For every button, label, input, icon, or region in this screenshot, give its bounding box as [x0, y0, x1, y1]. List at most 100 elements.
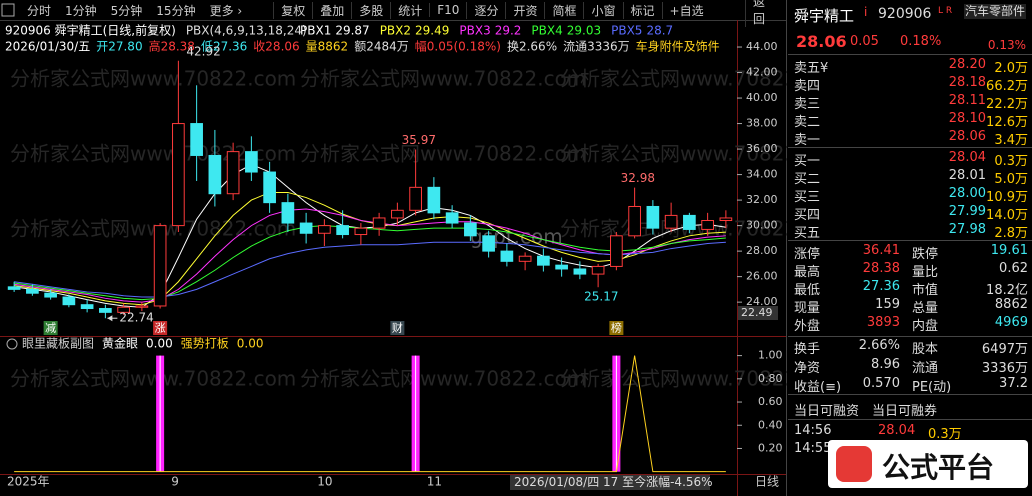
stat-label: 现量: [794, 301, 821, 316]
legend-value: 0.00: [146, 337, 173, 351]
toolbar-button[interactable]: 逐分: [466, 1, 505, 19]
stat-value: 36.41: [862, 243, 900, 258]
ma-line: [14, 225, 726, 301]
toolbar-button[interactable]: 标记: [622, 1, 662, 19]
event-label: 涨: [155, 322, 166, 335]
chart-area: 日线 分析家公式网www.70822.com 分析家公式网www.70822.co…: [0, 0, 787, 496]
book-label: 买二: [794, 172, 821, 187]
toolbar-button[interactable]: 更多 ›: [209, 3, 243, 18]
candle-body: [336, 225, 349, 236]
candle-body: [245, 151, 258, 173]
tick-time: 14:56: [794, 423, 832, 438]
y-tick-label: 44.00: [746, 40, 778, 53]
stat-value: 159: [875, 297, 900, 312]
book-price: 28.18: [948, 75, 986, 90]
candle-body: [610, 235, 623, 267]
margin: 当日可融券: [872, 404, 938, 419]
book-volume: 66.2万: [986, 79, 1028, 94]
book-volume: 2.8万: [994, 226, 1028, 241]
y-tick-label: 0.80: [758, 372, 783, 385]
info-item: 车身附件及饰件: [636, 39, 720, 54]
stat-value: 3893: [866, 315, 900, 330]
stat-label: 收益(≡): [794, 380, 842, 395]
watermark: 分析家公式网www.70822.com: [560, 67, 787, 91]
candle-body: [664, 214, 678, 229]
stat-label: 最高: [794, 265, 821, 280]
book-label: 卖五¥: [794, 61, 829, 76]
info-item: 换2.66%: [507, 40, 557, 54]
legend-name: 黄金眼: [102, 336, 138, 351]
candle-body: [172, 123, 185, 227]
toolbar-button[interactable]: 15分钟: [156, 3, 196, 18]
y-tick-label: 0.40: [758, 418, 783, 431]
toolbar-button[interactable]: 开资: [505, 1, 544, 19]
book-label: 卖三: [794, 97, 821, 112]
toolbar-button[interactable]: 多股: [351, 1, 390, 19]
chart-title: 920906 舜宇精工(日线,前复权): [5, 23, 176, 38]
watermark: 分析家公式网www.70822.com: [560, 142, 787, 166]
indicator-icon: [6, 338, 18, 350]
candle-body: [99, 308, 112, 313]
candle-body: [263, 171, 276, 204]
book-price: 28.04: [948, 150, 986, 165]
toolbar: 分时 1分钟 5分钟 15分钟 更多 › 复权 叠加 多股 统计 F10 逐分 开资 简框 小窗 标记 +自选…: [0, 0, 765, 27]
book-price: 28.10: [948, 111, 986, 126]
book-price: 27.98: [948, 222, 986, 237]
candle-body: [135, 305, 149, 308]
candle-body: [299, 222, 313, 234]
toolbar-button[interactable]: 1分钟: [65, 3, 97, 18]
y-tick-label: 1.00: [758, 349, 783, 362]
toolbar-button[interactable]: 叠加: [312, 1, 351, 19]
stat-value: 8862: [994, 297, 1028, 312]
stat-value: 37.2: [999, 376, 1028, 391]
candle-body: [427, 186, 441, 214]
candle-body: [26, 288, 39, 294]
toolbar-button[interactable]: 小窗: [583, 1, 622, 19]
price: 28.06: [796, 32, 847, 51]
y-tick-label: 40.00: [746, 91, 778, 104]
book-price: 28.01: [948, 168, 986, 183]
candle-body: [62, 296, 76, 306]
arrow-head: [107, 315, 113, 322]
toolbar-button[interactable]: 简框: [544, 1, 583, 19]
book-label: 卖一: [794, 133, 821, 148]
toolbar-button[interactable]: 统计: [390, 1, 429, 19]
separator: [788, 419, 1032, 420]
book-price: 28.00: [948, 186, 986, 201]
event-box: [43, 321, 58, 335]
toolbar-button[interactable]: +自选: [661, 1, 711, 19]
flags: L R: [938, 6, 953, 16]
x-tick-label: 2025年: [7, 475, 50, 489]
legend-value: 29.87: [335, 24, 369, 38]
tick-time: 14:55: [794, 441, 832, 456]
legend-value: 29.49: [415, 24, 449, 38]
industry: 汽车零部件: [964, 4, 1026, 19]
toolbar-button[interactable]: 分时: [27, 3, 52, 18]
book-volume: 0.3万: [994, 154, 1028, 169]
toolbar-button[interactable]: 复权: [273, 1, 312, 19]
watermark: 分析家公式网www.70822.com: [300, 67, 586, 91]
stat-label: 总量: [912, 301, 939, 316]
toolbar-button[interactable]: F10: [429, 3, 466, 17]
book-price: 28.06: [948, 129, 986, 144]
toolbar-button[interactable]: 返回: [745, 0, 772, 27]
book-label: 买四: [794, 208, 821, 223]
legend-value: 29.2: [495, 24, 522, 38]
y-tick-label: 24.00: [746, 295, 778, 308]
stat-label: 市值: [912, 283, 939, 298]
watermark: 分析家公式网www.70822.com: [300, 142, 586, 166]
change-pct: 0.18%: [900, 34, 942, 49]
watermark: 分析家公式网www.70822.com: [300, 367, 586, 391]
candle-body: [646, 205, 660, 229]
menu-icon: [1, 3, 15, 17]
quote-panel: 舜宇精工 i 920906 L R 汽车零部件 0.13% 28.06 0.05 0.18% 卖五…: [788, 0, 1032, 496]
y-tick-label: 36.00: [746, 142, 778, 155]
low-label: 25.17: [584, 290, 618, 304]
toolbar-button[interactable]: 5分钟: [110, 3, 143, 18]
candle-body: [445, 212, 459, 224]
x-tick-label: 11: [427, 475, 442, 489]
event-box: [609, 321, 624, 335]
candle-body: [628, 205, 641, 237]
stat-label: 净资: [794, 361, 821, 376]
ma-line: [14, 191, 726, 306]
